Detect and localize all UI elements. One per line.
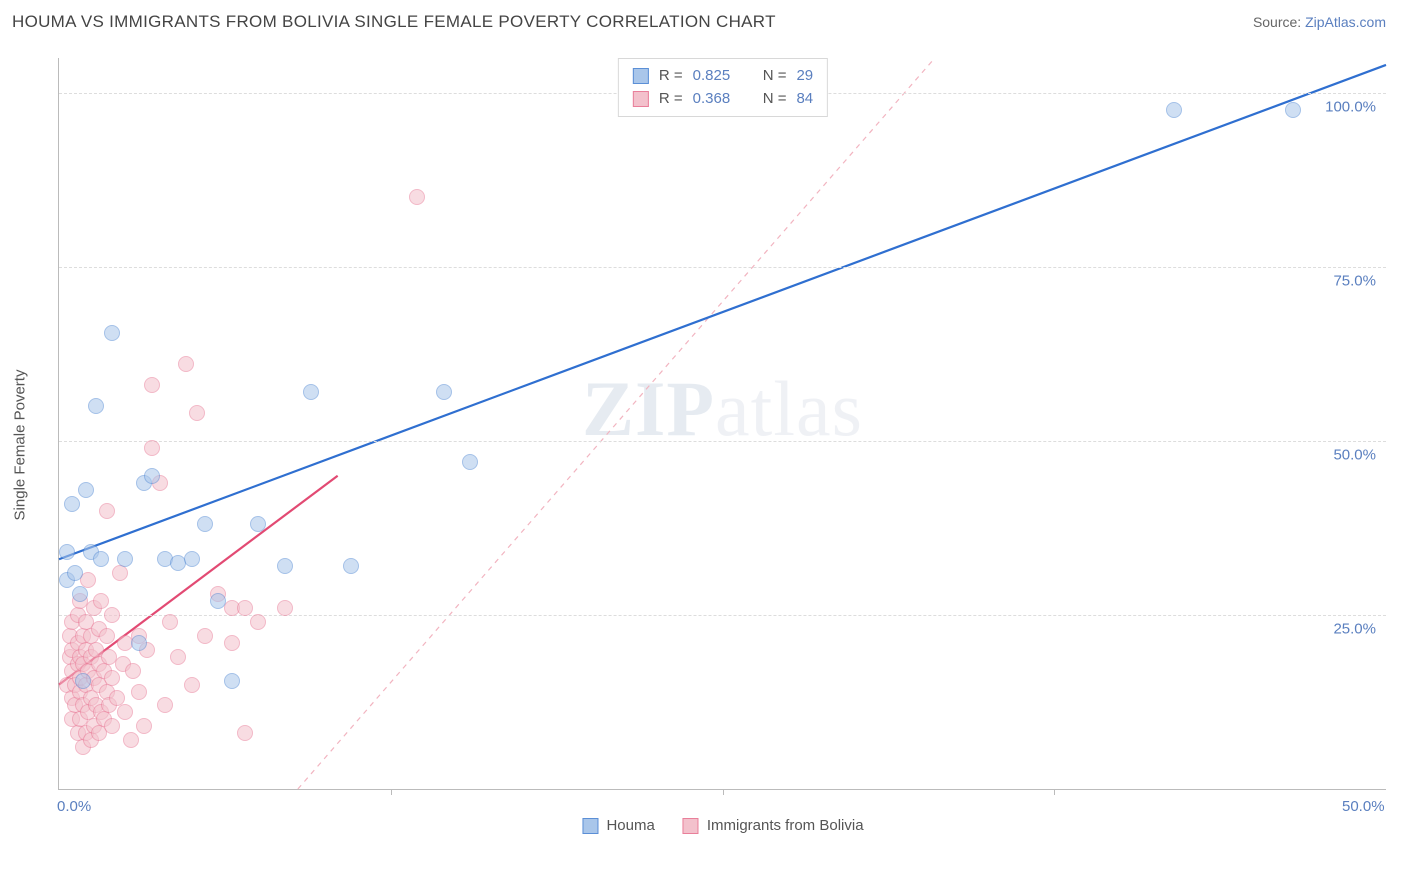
scatter-point <box>88 398 104 414</box>
y-tick-label: 25.0% <box>1333 620 1376 637</box>
correlation-legend: R = 0.825 N = 29R = 0.368 N = 84 <box>618 58 828 117</box>
x-tick <box>391 789 392 795</box>
scatter-point <box>123 732 139 748</box>
scatter-point <box>104 607 120 623</box>
scatter-point <box>131 684 147 700</box>
legend-item: Immigrants from Bolivia <box>683 817 864 834</box>
scatter-point <box>99 628 115 644</box>
legend-swatch <box>683 818 699 834</box>
scatter-point <box>184 551 200 567</box>
x-tick <box>723 789 724 795</box>
scatter-point <box>112 565 128 581</box>
scatter-point <box>343 558 359 574</box>
scatter-point <box>462 454 478 470</box>
scatter-point <box>436 384 452 400</box>
gridline <box>59 441 1386 442</box>
legend-swatch <box>582 818 598 834</box>
scatter-point <box>250 516 266 532</box>
scatter-point <box>144 377 160 393</box>
scatter-point <box>93 551 109 567</box>
scatter-point <box>144 468 160 484</box>
scatter-point <box>67 565 83 581</box>
scatter-point <box>1166 102 1182 118</box>
scatter-point <box>104 325 120 341</box>
scatter-point <box>224 673 240 689</box>
scatter-point <box>72 586 88 602</box>
scatter-point <box>178 356 194 372</box>
scatter-point <box>237 725 253 741</box>
scatter-point <box>125 663 141 679</box>
scatter-point <box>250 614 266 630</box>
scatter-point <box>64 496 80 512</box>
scatter-point <box>144 440 160 456</box>
scatter-point <box>136 718 152 734</box>
scatter-point <box>184 677 200 693</box>
scatter-point <box>104 670 120 686</box>
plot-area: ZIPatlas 25.0%50.0%75.0%100.0%0.0%50.0% <box>58 58 1386 790</box>
scatter-point <box>131 635 147 651</box>
scatter-point <box>99 503 115 519</box>
scatter-point <box>1285 102 1301 118</box>
scatter-point <box>277 600 293 616</box>
y-axis-label: Single Female Poverty <box>12 370 29 521</box>
scatter-point <box>117 704 133 720</box>
source-link[interactable]: ZipAtlas.com <box>1305 14 1386 30</box>
y-tick-label: 50.0% <box>1333 446 1376 463</box>
scatter-point <box>197 628 213 644</box>
scatter-point <box>157 697 173 713</box>
scatter-point <box>104 718 120 734</box>
correlation-chart: Single Female Poverty ZIPatlas 25.0%50.0… <box>50 50 1396 840</box>
scatter-point <box>237 600 253 616</box>
scatter-point <box>59 544 75 560</box>
legend-swatch <box>633 68 649 84</box>
scatter-point <box>75 673 91 689</box>
source-label: Source: ZipAtlas.com <box>1253 14 1386 30</box>
x-tick <box>1054 789 1055 795</box>
x-tick-label: 0.0% <box>57 798 91 815</box>
scatter-point <box>224 635 240 651</box>
series-legend: Houma Immigrants from Bolivia <box>582 817 863 834</box>
scatter-point <box>189 405 205 421</box>
scatter-point <box>78 482 94 498</box>
y-tick-label: 75.0% <box>1333 272 1376 289</box>
scatter-point <box>303 384 319 400</box>
scatter-point <box>170 649 186 665</box>
legend-item: Houma <box>582 817 654 834</box>
scatter-point <box>93 593 109 609</box>
scatter-point <box>162 614 178 630</box>
scatter-point <box>197 516 213 532</box>
gridline <box>59 267 1386 268</box>
y-tick-label: 100.0% <box>1325 98 1376 115</box>
x-tick-label: 50.0% <box>1342 798 1385 815</box>
scatter-point <box>277 558 293 574</box>
scatter-point <box>117 551 133 567</box>
scatter-point <box>409 189 425 205</box>
page-title: HOUMA VS IMMIGRANTS FROM BOLIVIA SINGLE … <box>12 12 776 32</box>
legend-row: R = 0.368 N = 84 <box>633 87 813 110</box>
legend-swatch <box>633 91 649 107</box>
scatter-point <box>210 593 226 609</box>
legend-row: R = 0.825 N = 29 <box>633 64 813 87</box>
